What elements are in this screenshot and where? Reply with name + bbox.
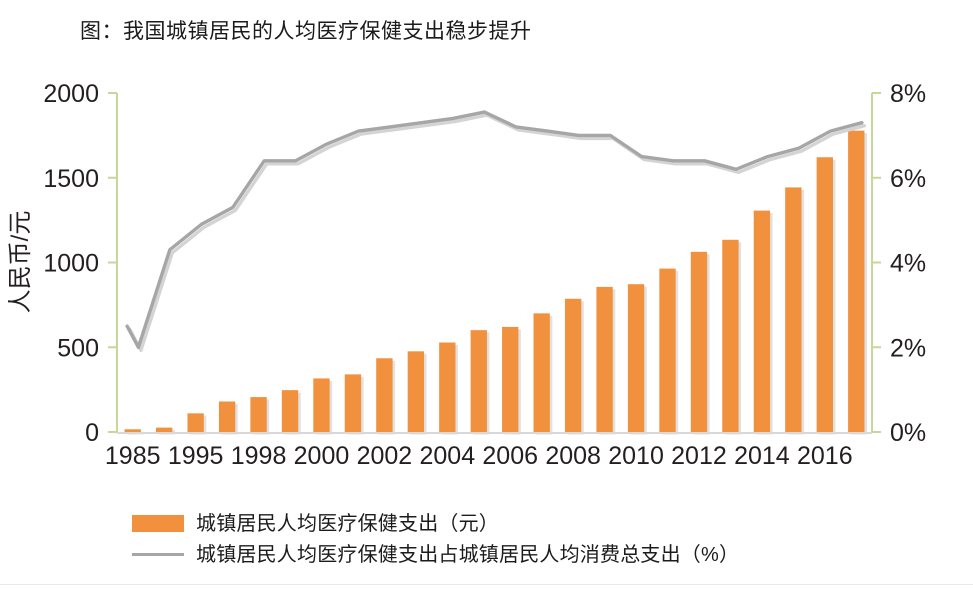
x-axis-tick-label: 1995 bbox=[168, 442, 224, 470]
x-axis-tick-label: 2012 bbox=[671, 442, 727, 470]
y-axis-right-tick-label: 8% bbox=[890, 80, 926, 108]
x-axis-tick-label: 2004 bbox=[420, 442, 476, 470]
y-axis-left-tick-label: 1000 bbox=[43, 250, 99, 278]
bar-column bbox=[596, 286, 616, 435]
y-axis-left-tick-label: 1500 bbox=[43, 165, 99, 193]
bar-column bbox=[502, 326, 521, 435]
y-axis-right-tick-label: 6% bbox=[890, 165, 926, 193]
legend-bar-swatch-icon bbox=[132, 515, 184, 532]
bar-column bbox=[470, 330, 490, 435]
y-axis-right-tick-label: 0% bbox=[890, 419, 926, 447]
x-axis-tick-label: 2010 bbox=[608, 442, 664, 470]
bar-column bbox=[344, 374, 364, 435]
bar-column bbox=[753, 210, 773, 435]
legend-item-line: 城镇居民人均医疗保健支出占城镇居民人均消费总支出（%） bbox=[132, 539, 739, 570]
x-axis-tick-label: 2000 bbox=[294, 442, 350, 470]
y-axis-left-tick-label: 2000 bbox=[43, 80, 99, 108]
bar-column bbox=[848, 130, 867, 435]
x-axis-tick-label: 1985 bbox=[105, 442, 161, 470]
bar-column bbox=[407, 351, 427, 435]
x-axis-tick-label: 2006 bbox=[482, 442, 538, 470]
bar-column bbox=[250, 397, 270, 435]
legend-line-swatch-icon bbox=[132, 553, 184, 556]
bar-column bbox=[313, 378, 333, 435]
bar-column bbox=[627, 284, 647, 435]
y-axis-title: 人民币/元 bbox=[7, 211, 34, 314]
y-axis-left-tick-label: 0 bbox=[85, 419, 99, 447]
x-axis-tick-label: 2016 bbox=[797, 442, 853, 470]
chart-legend: 城镇居民人均医疗保健支出（元） 城镇居民人均医疗保健支出占城镇居民人均消费总支出… bbox=[132, 508, 739, 570]
footer-divider bbox=[0, 584, 973, 585]
x-axis-tick-label: 2008 bbox=[545, 442, 601, 470]
page-title: 图：我国城镇居民的人均医疗保健支出稳步提升 bbox=[80, 20, 532, 43]
x-axis-tick-label: 2002 bbox=[357, 442, 413, 470]
bar-column bbox=[218, 401, 238, 435]
bar-column bbox=[690, 251, 710, 435]
bar-column bbox=[816, 157, 836, 435]
bar-column bbox=[785, 187, 805, 435]
y-axis-right-tick-label: 4% bbox=[890, 250, 926, 278]
bar-column bbox=[376, 358, 396, 435]
x-axis-tick-label: 1998 bbox=[231, 442, 287, 470]
bar-column bbox=[722, 239, 742, 435]
legend-item-bar: 城镇居民人均医疗保健支出（元） bbox=[132, 508, 739, 539]
bar-column bbox=[564, 298, 584, 435]
x-axis-tick-label: 2014 bbox=[734, 442, 790, 470]
legend-item-label: 城镇居民人均医疗保健支出（元） bbox=[196, 512, 499, 535]
bar-column bbox=[659, 268, 679, 435]
legend-item-label: 城镇居民人均医疗保健支出占城镇居民人均消费总支出（%） bbox=[196, 543, 740, 566]
bar-column bbox=[439, 342, 458, 435]
bar-column bbox=[187, 413, 207, 435]
bar-column bbox=[281, 390, 301, 435]
line-series-path bbox=[125, 110, 864, 349]
bar-column bbox=[533, 313, 553, 435]
y-axis-left-tick-label: 500 bbox=[57, 334, 99, 362]
bar-column bbox=[156, 427, 175, 435]
bar-column bbox=[124, 429, 144, 435]
y-axis-right-tick-label: 2% bbox=[890, 334, 926, 362]
